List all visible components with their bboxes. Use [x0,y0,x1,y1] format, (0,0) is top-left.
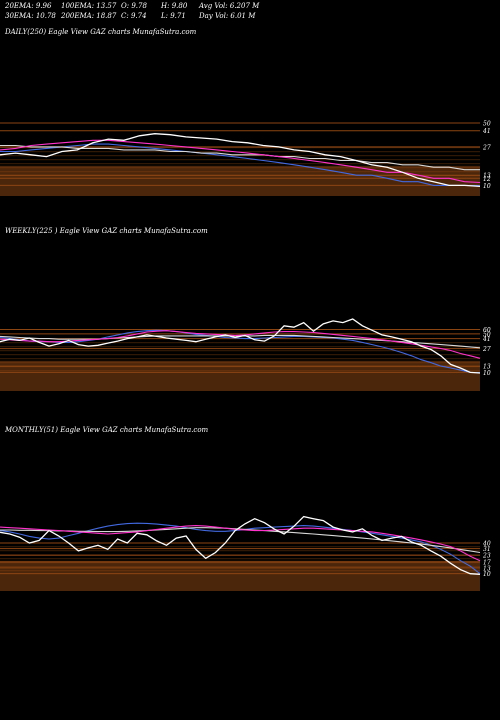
price-line [0,318,481,374]
price-level-label: 23 [482,553,491,560]
price-level-label: 41 [482,336,491,343]
support-band [0,165,480,196]
price-level-label: 31 [483,546,491,553]
price-line [0,133,481,188]
price-level-label: 50 [483,121,491,128]
price-level-label: 13 [483,565,491,572]
ema-blue-line [0,329,481,374]
close-label: C: 9.74 [121,12,147,20]
ema200-label: 200EMA: 18.87 [61,12,117,20]
monthly-panel-label: MONTHLY(51) Eagle View GAZ charts Munafa… [5,426,209,434]
price-level-label: 10 [483,183,491,190]
price-level-label: 12 [483,176,491,183]
avg-vol-label: Avg Vol: 6.207 M [199,2,260,10]
price-level-label: 13 [483,173,491,180]
price-level-label: 27 [482,346,491,353]
high-label: H: 9.80 [161,2,188,10]
ema-magenta-line [0,139,481,184]
support-band [0,560,480,591]
ema30-label: 30EMA: 10.78 [5,12,56,20]
price-level-label: 41 [482,128,491,135]
price-level-label: 17 [483,559,491,566]
day-vol-label: Day Vol: 6.01 M [199,12,256,20]
weekly-panel-label: WEEKLY(225 ) Eagle View GAZ charts Munaf… [5,227,208,235]
ema-white-line [0,527,481,554]
price-level-label: 27 [482,144,491,151]
ema100-label: 100EMA: 13.57 [61,2,117,10]
open-label: O: 9.78 [121,2,147,10]
price-level-label: 10 [483,370,491,377]
ema-blue-line [0,143,481,187]
price-level-label: 13 [483,364,491,371]
price-line [0,515,481,575]
low-label: L: 9.71 [161,12,186,20]
support-band [0,360,480,391]
daily-panel-label: DAILY(250) Eagle View GAZ charts MunafaS… [5,28,197,36]
price-level-label: 60 [483,327,491,334]
price-level-label: 50 [483,331,491,338]
ema-magenta-line [0,330,481,359]
price-level-label: 10 [483,571,491,578]
price-level-label: 40 [482,541,491,548]
ema20-label: 20EMA: 9.96 [5,2,52,10]
